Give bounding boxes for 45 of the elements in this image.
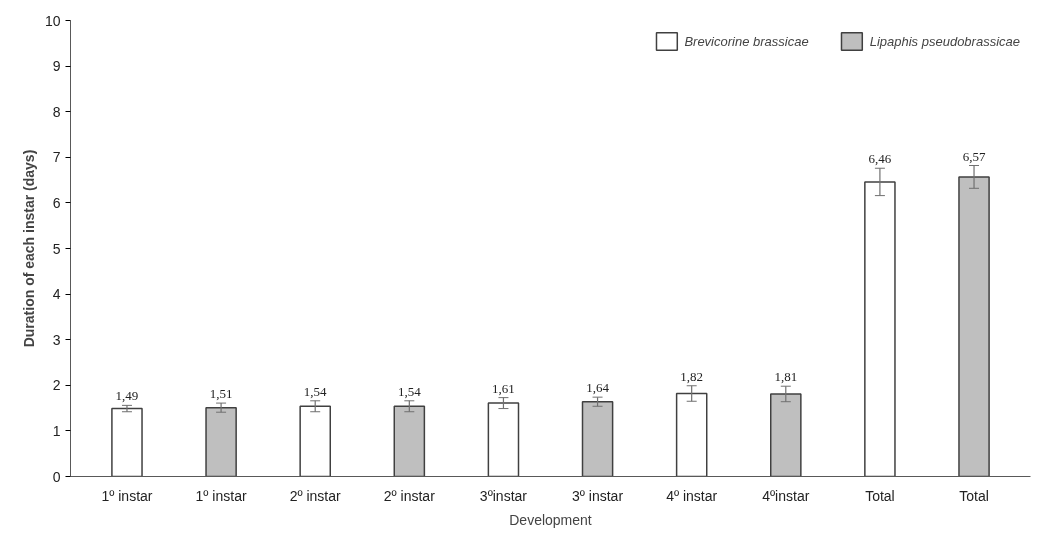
y-tick-label: 10 xyxy=(44,12,61,29)
bar xyxy=(769,393,802,477)
bar xyxy=(487,402,520,477)
data-label: 1,81 xyxy=(774,369,798,385)
y-tick-label: 4 xyxy=(52,286,61,303)
bar xyxy=(581,400,614,477)
x-axis-title: Development xyxy=(509,511,592,528)
data-label: 6,46 xyxy=(868,151,892,167)
data-label: 1,82 xyxy=(680,368,704,384)
data-label: 1,49 xyxy=(115,388,139,404)
y-tick-label: 2 xyxy=(52,377,61,394)
legend-label: Brevicorine brassicae xyxy=(684,33,809,49)
bar xyxy=(675,392,708,477)
x-tick-label: 4ºinstar xyxy=(762,487,810,504)
y-axis-title: Duration of each instar (days) xyxy=(20,149,37,348)
data-label: 1,54 xyxy=(303,383,328,399)
bar xyxy=(205,406,237,477)
bar xyxy=(393,405,426,477)
legend-label: Lipaphis pseudobrassicae xyxy=(869,33,1020,49)
data-label: 1,54 xyxy=(397,383,422,399)
x-tick-label: 3º instar xyxy=(572,487,624,504)
data-label: 1,64 xyxy=(586,380,610,396)
data-label: 1,51 xyxy=(209,386,233,402)
y-tick-label: 1 xyxy=(52,422,61,439)
data-label: 1,61 xyxy=(492,380,515,396)
bar xyxy=(958,176,990,477)
x-tick-label: 2º instar xyxy=(289,487,342,504)
y-tick-label: 5 xyxy=(52,240,61,257)
x-tick-label: Total xyxy=(959,487,989,504)
x-tick-label: 1º instar xyxy=(101,487,153,504)
y-tick-label: 6 xyxy=(52,194,61,211)
x-tick-label: 4º instar xyxy=(666,487,718,504)
x-tick-label: 2º instar xyxy=(383,487,436,504)
y-tick-label: 7 xyxy=(52,149,61,166)
y-tick-label: 0 xyxy=(52,468,61,485)
bar xyxy=(299,405,332,477)
x-tick-label: 3ºinstar xyxy=(479,487,528,504)
y-tick-label: 9 xyxy=(52,58,61,75)
bar xyxy=(111,407,143,477)
x-tick-label: 1º instar xyxy=(195,487,247,504)
y-tick-label: 8 xyxy=(52,103,61,120)
bar xyxy=(864,181,896,477)
data-label: 6,57 xyxy=(962,148,986,164)
y-tick-label: 3 xyxy=(52,331,61,348)
x-tick-label: Total xyxy=(865,487,895,504)
